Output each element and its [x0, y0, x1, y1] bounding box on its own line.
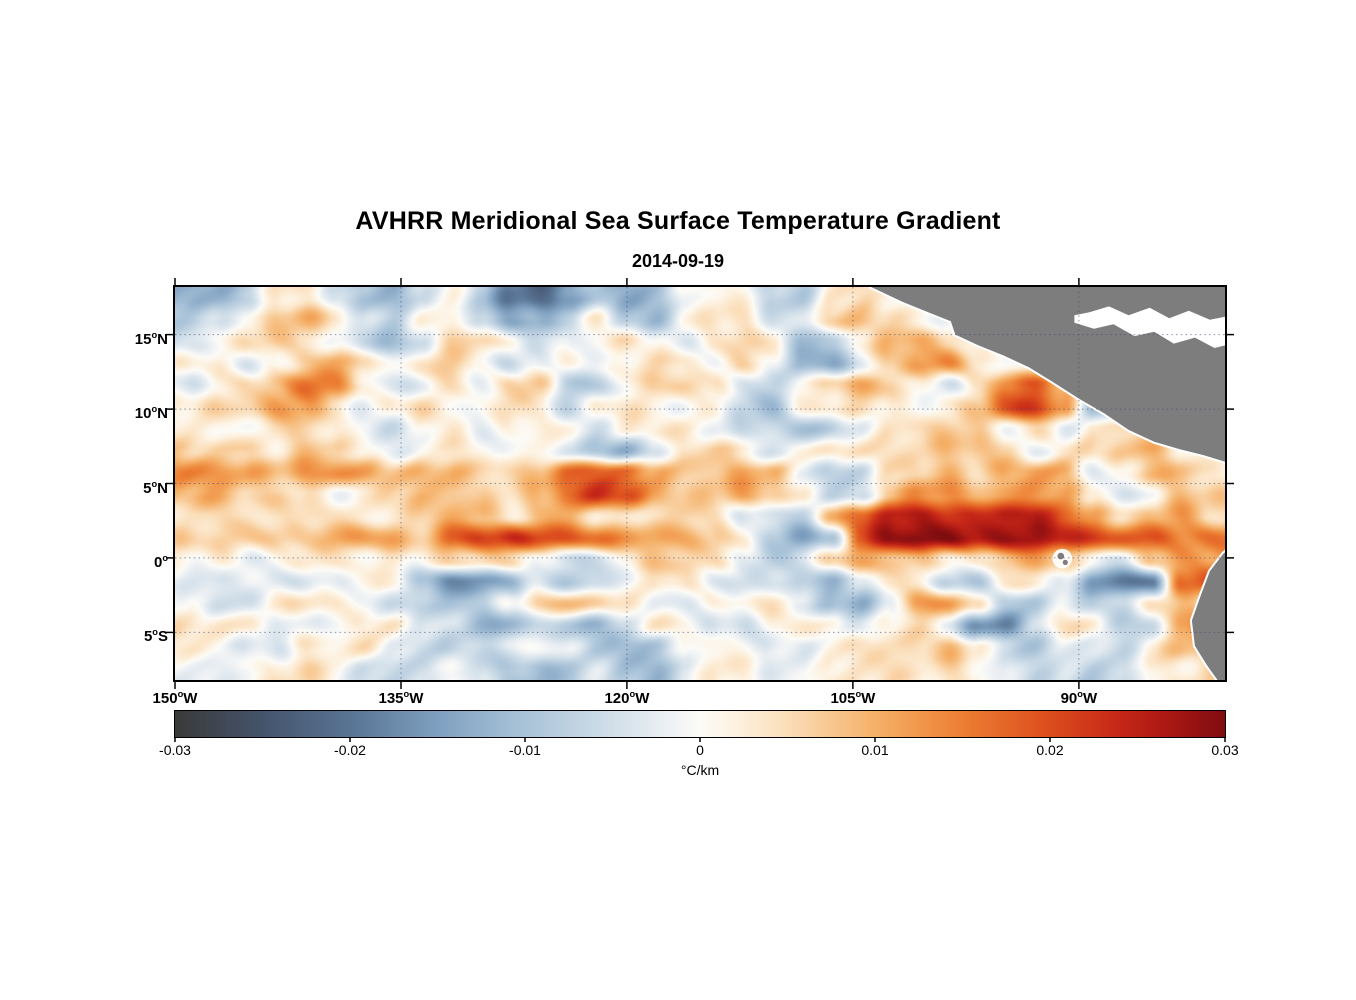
y-axis-label: 5oS — [143, 627, 168, 646]
colorbar-tick-label: 0 — [696, 742, 704, 758]
x-axis-label: 135oW — [378, 689, 424, 707]
y-axis-label: 15oN — [134, 329, 168, 348]
galapagos-island — [1057, 552, 1065, 560]
chart-subtitle: 2014-09-19 — [631, 251, 725, 271]
colorbar-tick-label: -0.02 — [334, 742, 366, 758]
colorbar-tick-label: -0.03 — [159, 742, 191, 758]
colorbar-unit-label: °C/km — [680, 762, 720, 778]
y-axis-label: 10oN — [134, 404, 168, 423]
caribbean-no-data-mask — [1074, 306, 1225, 348]
land-polygons — [868, 287, 1225, 680]
colorbar-tick-label: 0.03 — [1211, 742, 1239, 758]
land-south-america — [1189, 549, 1225, 680]
colorbar-tick-label: -0.01 — [509, 742, 541, 758]
colorbar-tick-label: 0.01 — [861, 742, 889, 758]
y-axis-label: 5oN — [143, 478, 168, 497]
colorbar-gradient — [175, 711, 1225, 737]
land-central-america — [868, 287, 1225, 464]
x-axis-label: 105oW — [830, 689, 876, 707]
x-axis-label: 90oW — [1060, 689, 1098, 707]
chart-title: AVHRR Meridional Sea Surface Temperature… — [355, 207, 1001, 235]
gridlines — [175, 287, 1225, 680]
x-axis-label: 150oW — [152, 689, 198, 707]
map-overlay — [175, 287, 1225, 680]
map-plot-area — [173, 285, 1227, 682]
galapagos-island — [1062, 559, 1068, 565]
colorbar-tick-label: 0.02 — [1036, 742, 1064, 758]
y-axis-label: 0o — [153, 552, 168, 571]
colorbar — [174, 710, 1226, 738]
x-axis-label: 120oW — [604, 689, 650, 707]
